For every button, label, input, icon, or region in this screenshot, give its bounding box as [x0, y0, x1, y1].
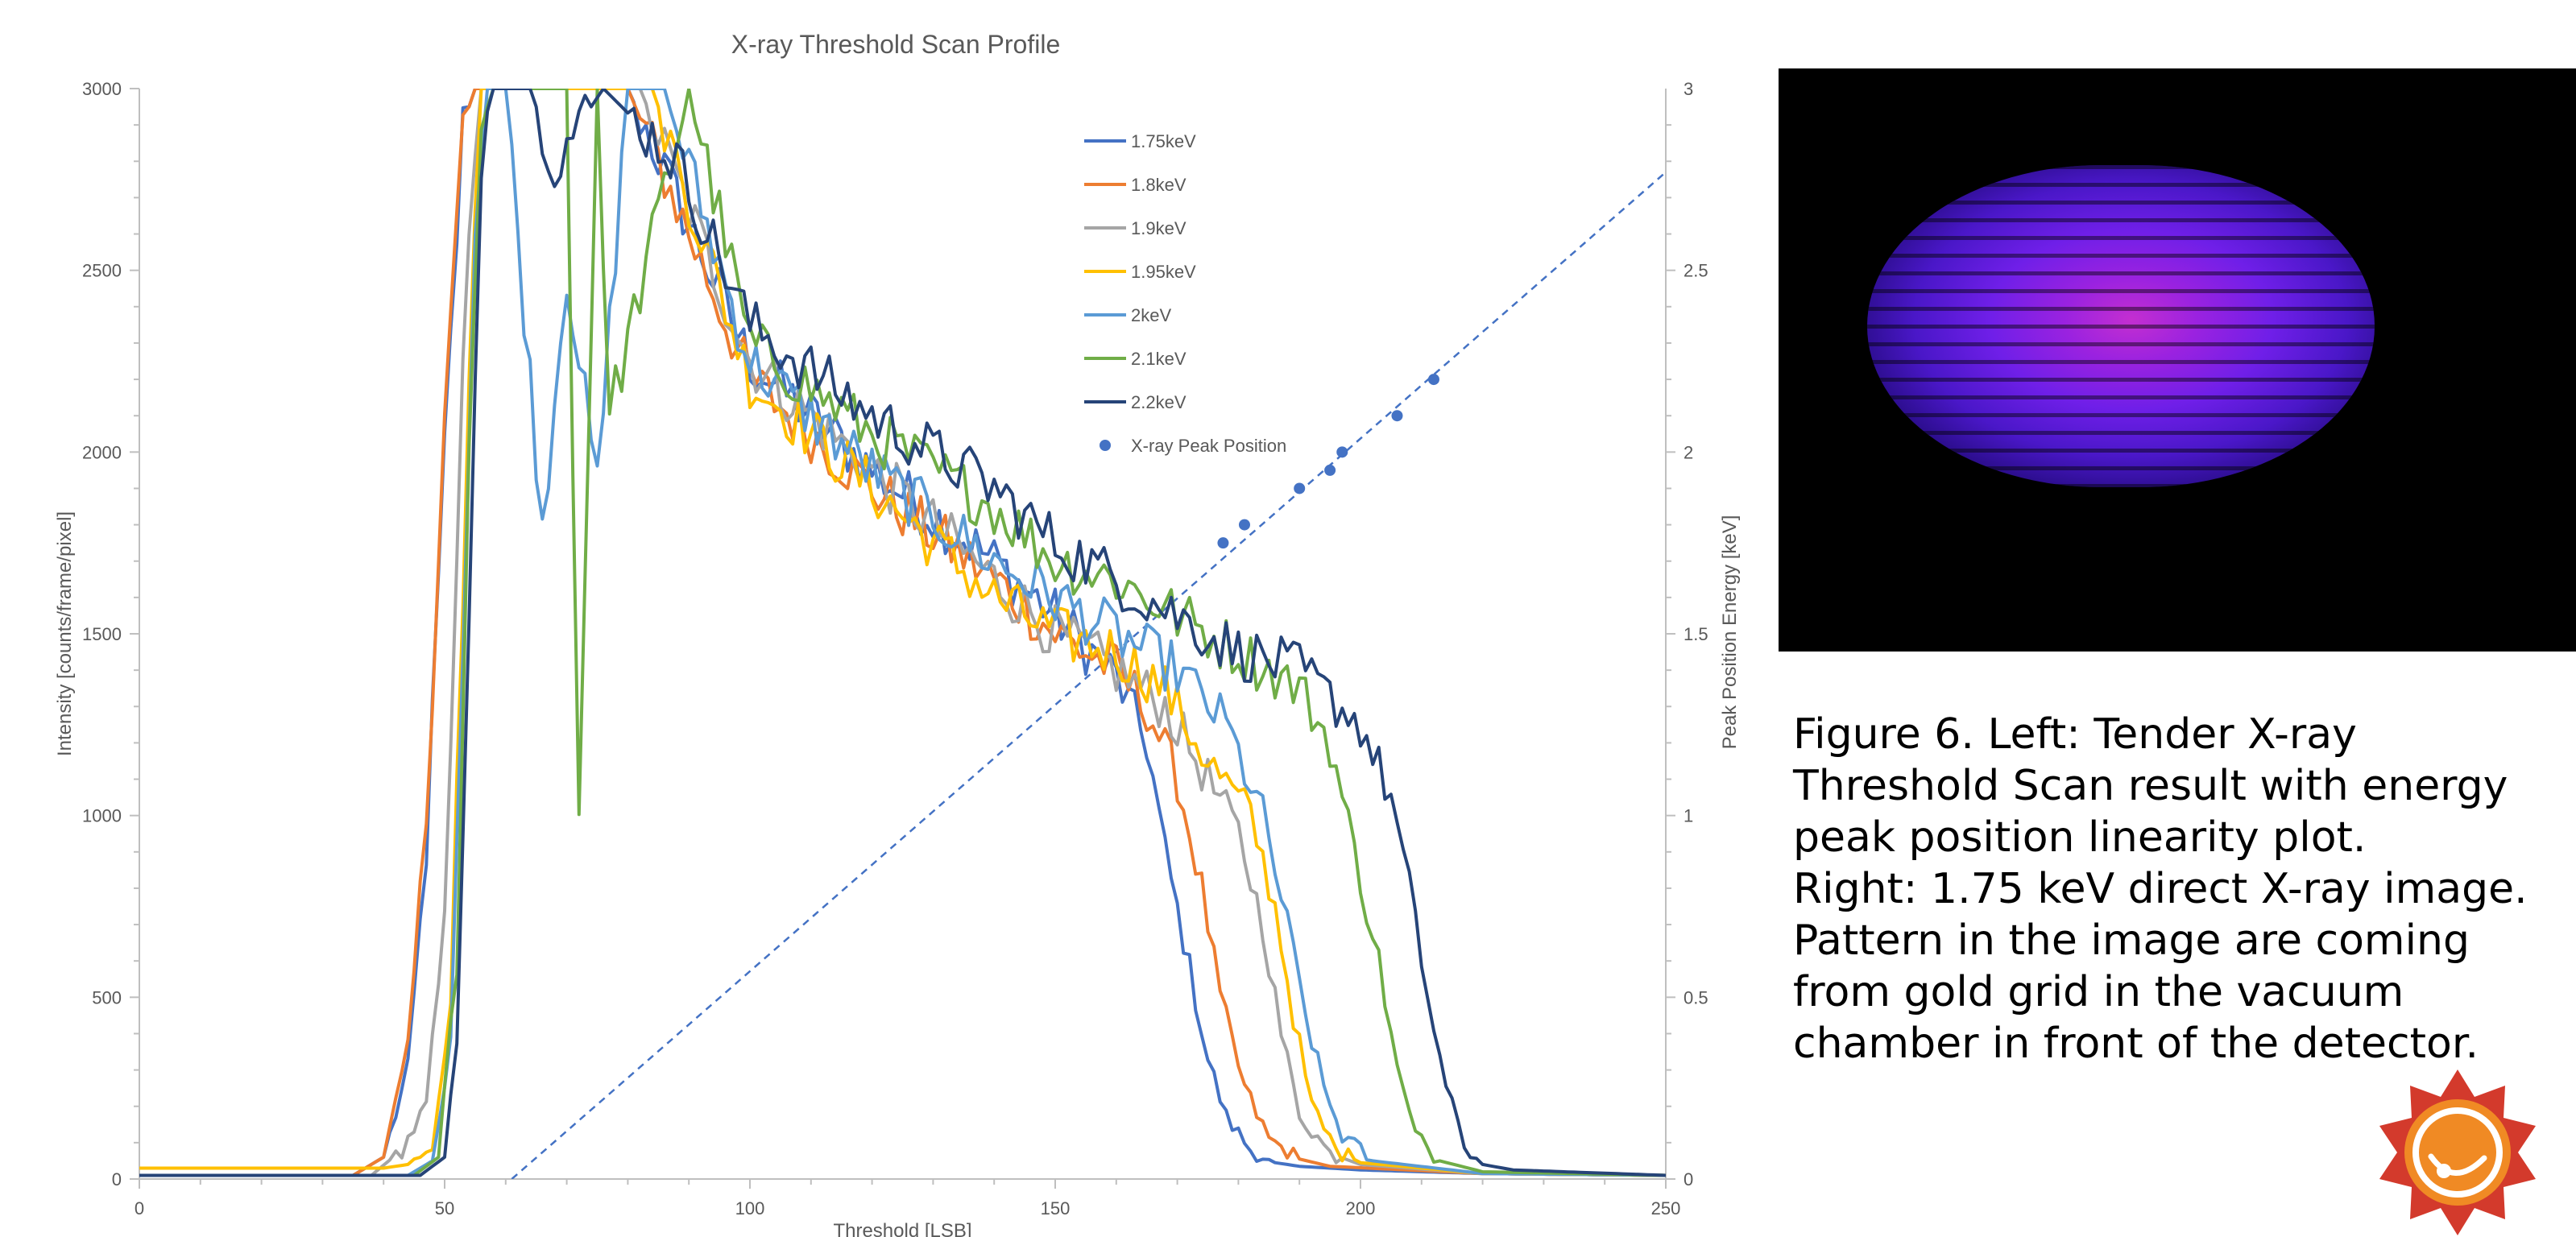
peak-point	[1217, 537, 1229, 549]
peak-point	[1324, 464, 1336, 476]
y2-tick-label: 0.5	[1684, 987, 1708, 1007]
y-tick-label: 2000	[82, 442, 122, 462]
y-tick-label: 2500	[82, 261, 122, 281]
caption-line: Figure 6. Left: Tender X-ray	[1793, 710, 2357, 759]
caption-line: Pattern in the image are coming	[1793, 916, 2470, 965]
x-tick-label: 50	[435, 1198, 454, 1218]
series-line-2.2keV	[139, 89, 1666, 1177]
y2-tick-label: 2.5	[1684, 261, 1708, 281]
y-tick-label: 3000	[82, 79, 122, 99]
y-tick-label: 1500	[82, 624, 122, 644]
peak-point	[1238, 519, 1250, 531]
peak-point	[1427, 374, 1439, 386]
peak-point	[1391, 410, 1403, 422]
x-axis-title: Threshold [LSB]	[833, 1220, 971, 1237]
x-tick-label: 200	[1346, 1198, 1376, 1218]
legend-label: 2keV	[1131, 305, 1171, 325]
linear-fit-line	[511, 171, 1666, 1179]
legend-swatch-peak	[1100, 440, 1111, 451]
gold-grid-pattern	[1867, 165, 2375, 487]
x-tick-label: 150	[1041, 1198, 1071, 1218]
y2-tick-label: 2	[1684, 442, 1693, 462]
legend-label: 1.95keV	[1131, 262, 1196, 282]
series-line-2.1keV	[139, 89, 1666, 1177]
legend-label: X-ray Peak Position	[1131, 436, 1286, 456]
legend-label: 2.2keV	[1131, 392, 1187, 412]
legend-label: 2.1keV	[1131, 349, 1187, 369]
x-tick-label: 100	[735, 1198, 765, 1218]
series-line-1.95keV	[139, 89, 1666, 1177]
y2-tick-label: 1.5	[1684, 624, 1708, 644]
caption-line: Threshold Scan result with energy	[1793, 762, 2508, 810]
xray-detector-image	[1779, 68, 2576, 652]
legend-label: 1.75keV	[1131, 131, 1196, 151]
y2-axis-title: Peak Position Energy [keV]	[1719, 515, 1741, 750]
xray-intensity-blob	[1867, 165, 2375, 487]
caption-line: peak position linearity plot.	[1793, 813, 2367, 862]
x-tick-label: 0	[135, 1198, 144, 1218]
y2-tick-label: 0	[1684, 1169, 1693, 1189]
logo-ring-inner	[2412, 1107, 2503, 1198]
series-line-2keV	[139, 89, 1666, 1177]
legend-label: 1.8keV	[1131, 175, 1187, 195]
figure-caption: Figure 6. Left: Tender X-ray Threshold S…	[1793, 709, 2566, 1069]
series-line-1.8keV	[139, 89, 1666, 1177]
y2-tick-label: 3	[1684, 79, 1693, 99]
x-tick-label: 250	[1651, 1198, 1681, 1218]
y2-tick-label: 1	[1684, 806, 1693, 826]
logo-ring	[2404, 1099, 2511, 1206]
y-tick-label: 1000	[82, 806, 122, 826]
y-axis-title: Intensity [counts/frame/pixel]	[54, 511, 76, 756]
series-line-1.75keV	[139, 89, 1666, 1177]
logo-swoosh	[2428, 1153, 2487, 1176]
y-tick-label: 500	[92, 987, 122, 1007]
caption-line: Right: 1.75 keV direct X-ray image.	[1793, 865, 2528, 913]
threshold-scan-chart: 0 500 1000 1500 2000 2500 3000 0 0.5 1 1.5 2 2.5 3 0 50…	[54, 30, 1741, 1237]
chart-title: X-ray Threshold Scan Profile	[731, 30, 1060, 59]
plot-area	[139, 89, 1666, 1179]
series-line-1.9keV	[139, 89, 1666, 1177]
peak-point	[1336, 446, 1348, 458]
peak-point	[1294, 482, 1306, 494]
badge-logo-icon	[2379, 1069, 2536, 1235]
y-tick-label: 0	[112, 1169, 122, 1189]
legend-label: 1.9keV	[1131, 218, 1187, 238]
caption-line: chamber in front of the detector.	[1793, 1020, 2479, 1068]
caption-line: from gold grid in the vacuum	[1793, 968, 2404, 1016]
